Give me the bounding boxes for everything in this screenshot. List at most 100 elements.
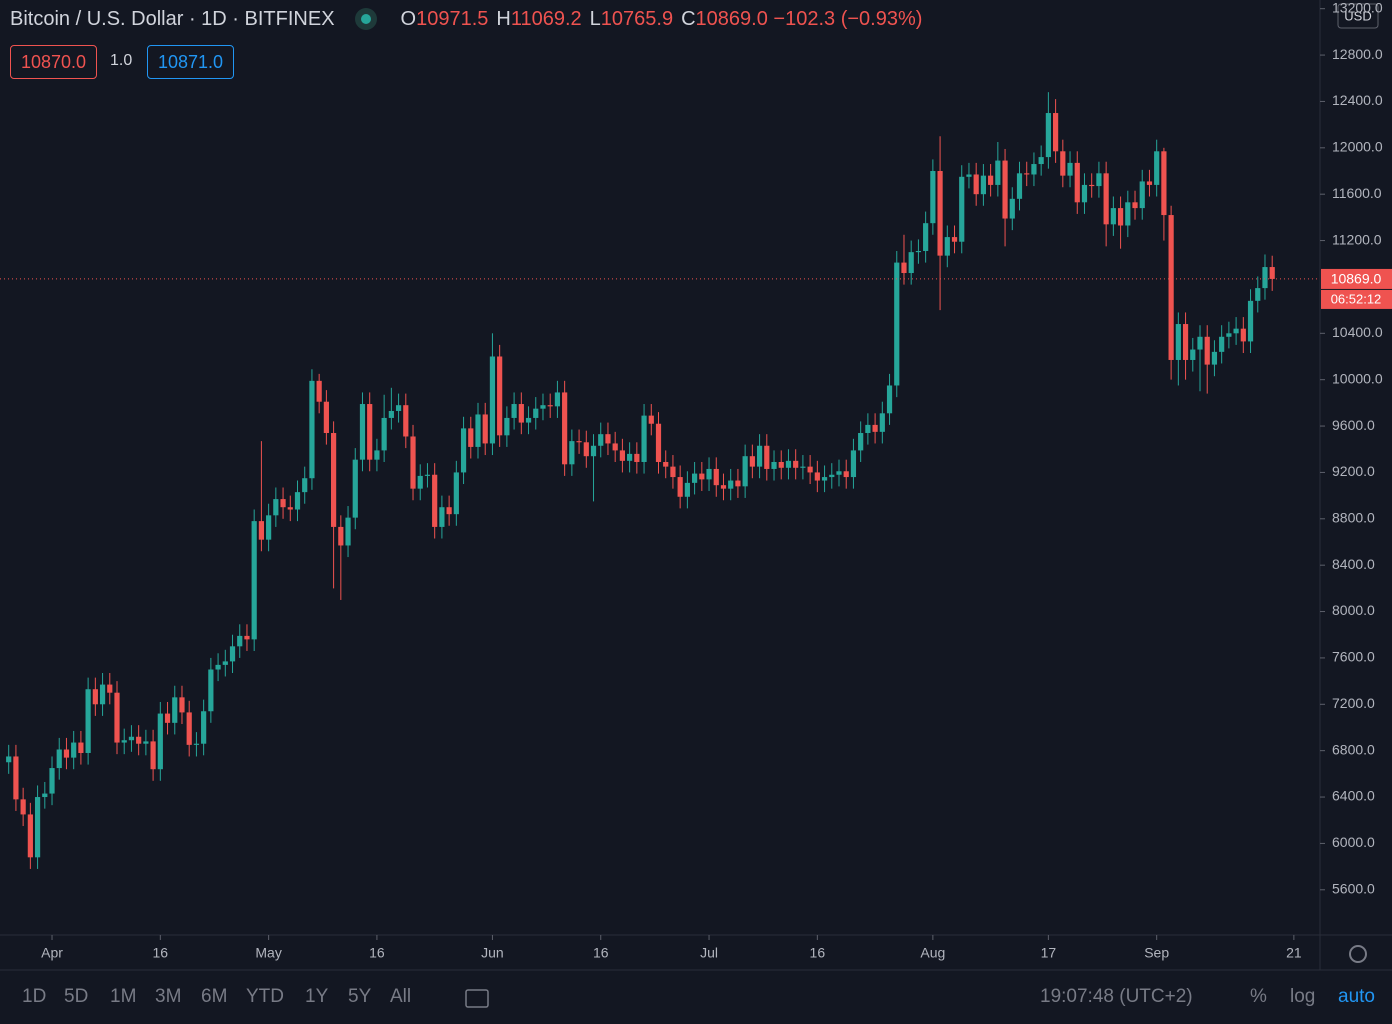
x-tick-label: 16 (153, 945, 169, 961)
candle-body (937, 171, 943, 256)
range-button[interactable]: 1M (110, 986, 137, 1007)
candle-body (713, 468, 719, 486)
ohlc-value: 10869.0 (695, 8, 768, 30)
x-tick-label: 21 (1286, 945, 1302, 961)
candle-body (1089, 184, 1095, 187)
candle-body (352, 459, 358, 518)
candle-body (114, 692, 120, 743)
candle-body (554, 392, 561, 407)
candle-body (764, 445, 770, 469)
ask[interactable]: 10871.0 (147, 45, 235, 79)
candle-body (850, 450, 857, 478)
candle-body (367, 404, 373, 460)
candle-body (42, 793, 48, 798)
candle-body (605, 434, 611, 444)
candle-body (143, 741, 149, 744)
range-button[interactable]: YTD (246, 986, 284, 1007)
candle-body (1161, 151, 1167, 216)
candle-body (684, 482, 690, 497)
candle-body (27, 814, 33, 858)
candle-body (793, 460, 799, 468)
candle-body (894, 262, 900, 386)
range-button[interactable]: 5Y (348, 986, 372, 1007)
candle-body (988, 175, 994, 185)
x-tick-label: 17 (1041, 945, 1057, 961)
log-toggle[interactable]: log (1290, 986, 1316, 1007)
candle-body (562, 392, 568, 465)
candle-body (836, 471, 842, 475)
ohlc-key: H (496, 8, 511, 30)
candle-body (424, 474, 431, 476)
candle-body (619, 450, 625, 461)
candle-body (1146, 181, 1153, 185)
candle-body (266, 515, 272, 540)
range-button[interactable]: 5D (64, 986, 89, 1007)
ohlc-value: 11069.2 (510, 8, 582, 30)
auto-toggle[interactable]: auto (1338, 986, 1375, 1007)
range-button[interactable]: 6M (201, 986, 228, 1007)
range-button[interactable]: 1D (22, 986, 47, 1007)
candle-body (612, 443, 618, 451)
candle-body (1211, 351, 1218, 365)
candle-body (1204, 336, 1210, 365)
candle-body (785, 460, 792, 468)
candle-body (1081, 184, 1088, 203)
candle-body (6, 756, 12, 763)
candle-body (497, 356, 503, 436)
currency-badge[interactable] (1337, 3, 1379, 29)
candle-body (1262, 267, 1268, 289)
candle-body (1190, 349, 1196, 360)
countdown-tag (1321, 289, 1392, 309)
x-tick-label: May (255, 945, 281, 961)
bid[interactable]: 10870.0 (10, 45, 98, 79)
candle-body (215, 664, 221, 670)
candle-body (1197, 336, 1203, 350)
candle-body (244, 635, 250, 640)
candle-body (908, 252, 914, 274)
x-tick-label: Aug (920, 945, 945, 961)
candle-body (1255, 288, 1261, 301)
y-tick-label: 6400.0 (1332, 788, 1375, 804)
candle-body (1182, 324, 1189, 360)
candle-body (489, 356, 496, 444)
candle-body (475, 414, 481, 447)
candle-body (663, 461, 669, 467)
y-tick-label: 12400.0 (1332, 92, 1383, 108)
candle-body (1125, 202, 1131, 226)
settings-icon[interactable] (1349, 945, 1367, 963)
candle-body (648, 415, 654, 424)
candle-body (525, 417, 532, 423)
candle-body (749, 456, 755, 467)
range-button[interactable]: 3M (155, 986, 182, 1007)
date-range-icon[interactable] (465, 989, 489, 1008)
candle-body (395, 405, 402, 411)
percent-toggle[interactable]: % (1250, 986, 1267, 1007)
y-tick-label: 7200.0 (1332, 695, 1375, 711)
x-tick-label: Jul (700, 945, 718, 961)
candle-body (655, 423, 662, 462)
range-button[interactable]: All (390, 986, 412, 1007)
candle-body (136, 736, 142, 744)
candle-body (63, 749, 70, 758)
range-button[interactable]: 1Y (305, 986, 329, 1007)
candle-body (1053, 113, 1059, 152)
candle-body (1031, 164, 1037, 175)
x-tick-label: Sep (1144, 945, 1169, 961)
candle-body (692, 473, 698, 483)
candle-body (706, 468, 712, 480)
candle-body (959, 176, 965, 242)
candle-body (20, 799, 26, 815)
candle-body (627, 453, 633, 461)
candle-body (569, 441, 575, 465)
candle-body (778, 461, 784, 468)
candle-body (829, 474, 835, 478)
candle-body (814, 472, 820, 481)
candle-body (186, 712, 192, 745)
candle-body (1168, 215, 1174, 360)
x-tick-label: 16 (369, 945, 385, 961)
candle-body (316, 380, 322, 402)
candle-body (439, 507, 445, 527)
candle-body (735, 480, 741, 487)
